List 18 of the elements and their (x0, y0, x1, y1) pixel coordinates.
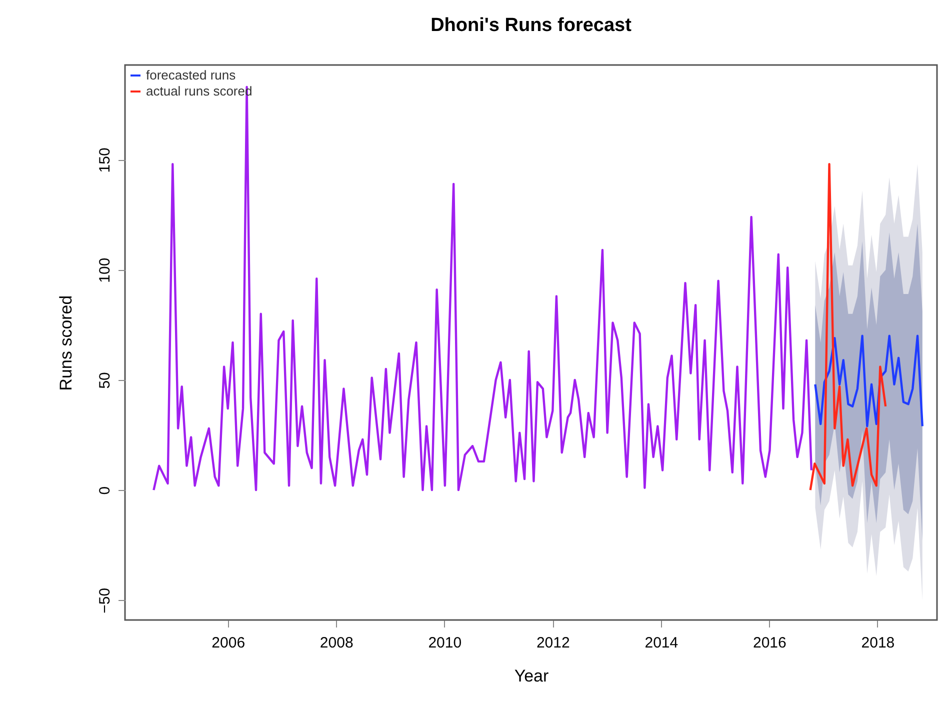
x-tick-label: 2012 (536, 634, 570, 652)
chart-title: Dhoni's Runs forecast (430, 15, 632, 36)
x-tick-label: 2006 (212, 634, 246, 652)
y-tick-label: 50 (96, 372, 114, 389)
line-series (809, 163, 887, 492)
x-tick-label: 2008 (320, 634, 354, 652)
y-axis-title: Runs scored (56, 295, 76, 391)
x-tick-label: 2010 (428, 634, 462, 652)
line-series (814, 334, 924, 428)
x-tick-label: 2016 (753, 634, 786, 652)
legend-label: forecasted runs (146, 68, 236, 82)
x-tick-label: 2018 (861, 634, 895, 652)
x-tick-label: 2014 (644, 634, 678, 652)
x-axis-title: Year (514, 666, 550, 686)
y-tick-label: −50 (96, 588, 114, 614)
y-tick-label: 150 (96, 148, 114, 173)
y-tick-label: 100 (96, 258, 114, 283)
y-tick-label: 0 (96, 486, 114, 495)
